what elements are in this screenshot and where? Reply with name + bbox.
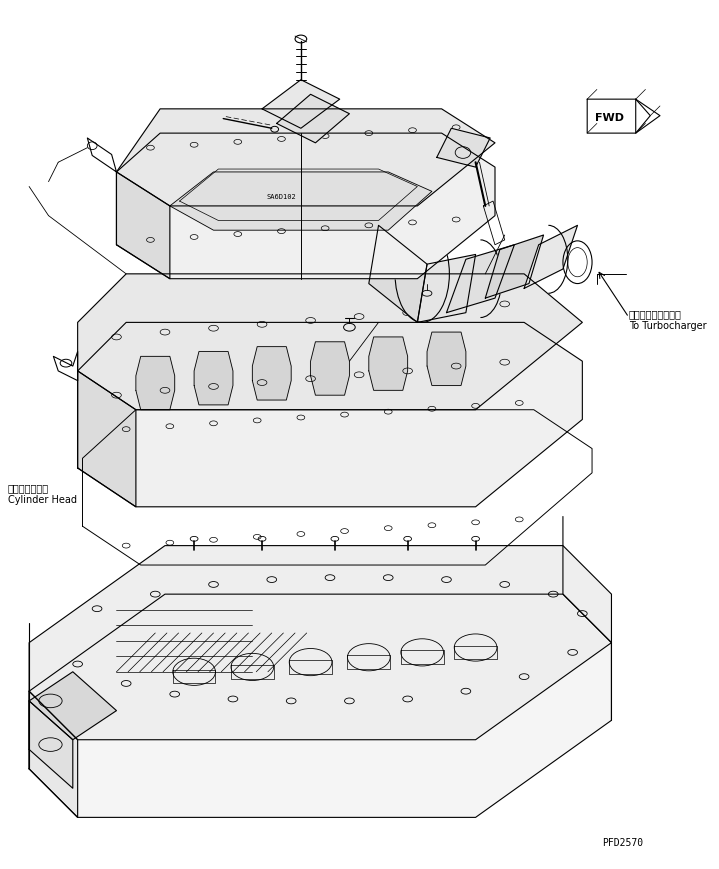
Polygon shape [116, 173, 170, 280]
Polygon shape [524, 226, 577, 289]
Text: To Turbocharger: To Turbocharger [629, 321, 707, 331]
Polygon shape [311, 342, 349, 395]
Polygon shape [417, 255, 475, 323]
Text: シリンダヘッド: シリンダヘッド [8, 483, 49, 493]
Polygon shape [485, 235, 544, 299]
Polygon shape [136, 357, 175, 410]
Polygon shape [78, 275, 582, 410]
Polygon shape [436, 129, 490, 168]
Polygon shape [116, 134, 495, 280]
Polygon shape [170, 173, 432, 231]
Polygon shape [29, 672, 116, 740]
Polygon shape [29, 546, 611, 740]
Polygon shape [78, 323, 582, 507]
Polygon shape [636, 100, 660, 134]
Polygon shape [29, 692, 78, 818]
Polygon shape [277, 96, 349, 143]
Polygon shape [194, 352, 233, 406]
Polygon shape [369, 226, 427, 323]
Polygon shape [116, 109, 495, 207]
Polygon shape [262, 81, 339, 129]
Text: Cylinder Head: Cylinder Head [8, 494, 77, 504]
Polygon shape [446, 245, 514, 314]
Polygon shape [252, 348, 291, 401]
Polygon shape [29, 701, 73, 788]
Polygon shape [29, 594, 611, 818]
Polygon shape [369, 337, 408, 391]
Text: SA6D102: SA6D102 [267, 194, 296, 200]
Text: FWD: FWD [595, 112, 624, 123]
Text: PFD2570: PFD2570 [602, 837, 643, 846]
Polygon shape [427, 333, 466, 386]
Polygon shape [78, 371, 136, 507]
Text: ターボチャージャヘ: ターボチャージャヘ [629, 308, 682, 318]
Polygon shape [587, 100, 650, 134]
